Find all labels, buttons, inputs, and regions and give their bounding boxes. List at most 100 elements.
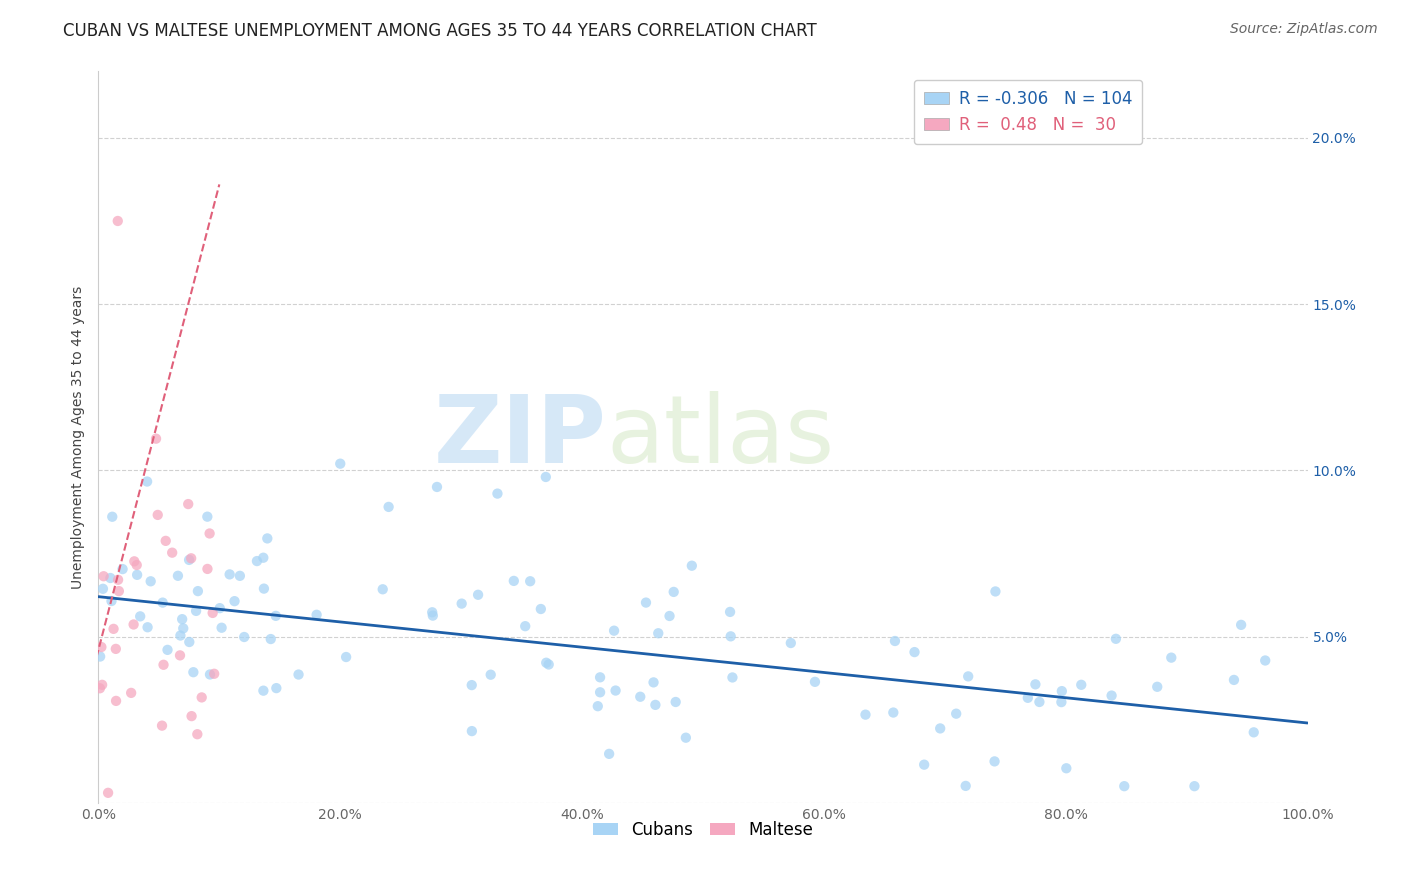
Point [145,432,167,446]
Point [1028,695,1050,709]
Point [198,526,221,541]
Point [450,597,472,611]
Point [589,685,612,699]
Point [675,731,697,745]
Point [186,727,208,741]
Legend: Cubans, Maltese: Cubans, Maltese [586,814,820,846]
Point [233,630,256,644]
Point [211,621,233,635]
Point [422,608,444,623]
Point [160,546,183,560]
Point [461,678,484,692]
Point [718,605,741,619]
Point [945,706,967,721]
Point [136,620,159,634]
Point [1146,680,1168,694]
Point [929,722,952,736]
Point [127,567,149,582]
Point [101,509,124,524]
Point [89,681,111,696]
Point [100,594,122,608]
Point [179,635,201,649]
Point [721,670,744,684]
Point [97,786,120,800]
Point [252,550,274,565]
Point [260,632,283,646]
Point [169,648,191,663]
Point [201,606,224,620]
Point [1160,650,1182,665]
Point [1024,677,1046,691]
Point [208,601,231,615]
Point [152,657,174,672]
Point [202,666,225,681]
Point [984,584,1007,599]
Point [519,574,541,589]
Point [855,707,877,722]
Point [107,573,129,587]
Point [634,596,657,610]
Point [152,596,174,610]
Point [287,667,309,681]
Point [589,670,612,684]
Point [198,667,221,681]
Point [882,706,904,720]
Point [167,568,190,582]
Point [105,694,128,708]
Point [884,634,907,648]
Point [190,690,212,705]
Point [1254,653,1277,667]
Point [172,621,194,635]
Point [184,604,207,618]
Point [224,594,246,608]
Point [467,588,489,602]
Point [108,584,131,599]
Point [1223,673,1246,687]
Point [1070,678,1092,692]
Point [124,554,146,568]
Point [912,757,935,772]
Point [779,636,801,650]
Point [643,675,665,690]
Y-axis label: Unemployment Among Ages 35 to 44 years: Unemployment Among Ages 35 to 44 years [72,285,86,589]
Point [461,724,484,739]
Point [120,686,142,700]
Point [264,608,287,623]
Point [1184,779,1206,793]
Point [172,612,194,626]
Point [246,554,269,568]
Point [537,657,560,672]
Point [377,500,399,514]
Text: ZIP: ZIP [433,391,606,483]
Point [91,582,114,596]
Point [479,667,502,681]
Point [804,674,827,689]
Point [502,574,524,588]
Point [104,641,127,656]
Point [335,650,357,665]
Point [169,628,191,642]
Text: Source: ZipAtlas.com: Source: ZipAtlas.com [1230,22,1378,37]
Text: CUBAN VS MALTESE UNEMPLOYMENT AMONG AGES 35 TO 44 YEARS CORRELATION CHART: CUBAN VS MALTESE UNEMPLOYMENT AMONG AGES… [63,22,817,40]
Point [156,643,179,657]
Point [1243,725,1265,739]
Point [658,609,681,624]
Point [139,574,162,589]
Point [305,607,328,622]
Point [371,582,394,597]
Point [426,480,449,494]
Point [91,678,114,692]
Point [195,509,218,524]
Point [136,475,159,489]
Point [530,602,553,616]
Point [100,571,122,585]
Point [256,532,278,546]
Point [628,690,651,704]
Point [955,779,977,793]
Point [720,629,742,643]
Point [122,617,145,632]
Point [665,695,688,709]
Point [197,562,219,576]
Point [1230,618,1253,632]
Point [150,718,173,732]
